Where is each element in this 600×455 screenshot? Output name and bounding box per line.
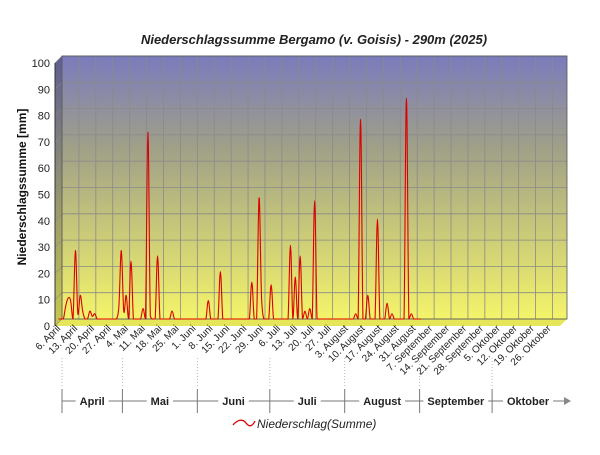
month-label-bg — [218, 393, 249, 407]
grid-line-side — [54, 55, 63, 64]
plot-floor — [55, 319, 567, 326]
legend-line-icon — [232, 419, 256, 427]
y-tick-label: 50 — [38, 190, 50, 202]
grid-line-side — [54, 108, 63, 116]
grid-line-side — [54, 266, 63, 274]
y-axis: 0 10 20 30 40 50 60 70 80 90 100 — [32, 58, 50, 333]
month-label-bg — [146, 393, 174, 407]
chart-title: Niederschlagssumme Bergamo (v. Goisis) -… — [141, 32, 487, 47]
month-label: August — [363, 396, 401, 408]
y-tick-label: 100 — [32, 58, 50, 70]
month-label: April — [80, 396, 105, 408]
y-tick-label: 40 — [38, 216, 50, 228]
y-tick-label: 10 — [38, 295, 50, 307]
y-tick-label: 30 — [38, 242, 50, 254]
month-axis-arrow-icon — [564, 397, 571, 405]
y-tick-label: 70 — [38, 137, 50, 149]
grid-line-side — [54, 213, 63, 222]
month-label: Mai — [151, 396, 169, 408]
month-label-bg — [293, 393, 321, 407]
month-label: Oktober — [507, 396, 550, 408]
month-label: Juni — [222, 396, 245, 408]
grid-line-side — [54, 187, 63, 195]
month-axis: April Mai Juni Juli August September Oktober — [61, 358, 571, 413]
series-line-niederschlag — [58, 97, 421, 320]
grid-line-side — [54, 239, 63, 248]
month-label-bg — [75, 393, 109, 407]
y-tick-label: 90 — [38, 84, 50, 96]
series-layer — [58, 97, 421, 320]
grid-line-side — [54, 318, 63, 327]
grid-line-side — [54, 160, 63, 169]
y-axis-label: Niederschlagssumme [mm] — [15, 109, 29, 266]
legend-label: Niederschlag(Summe) — [257, 417, 376, 431]
month-label: Juli — [298, 396, 317, 408]
y-tick-label: 0 — [44, 321, 50, 333]
grid-line-side — [54, 82, 63, 90]
y-tick-label: 20 — [38, 268, 50, 280]
month-label-bg — [359, 393, 406, 407]
y-tick-label: 80 — [38, 111, 50, 123]
legend: Niederschlag(Summe) — [232, 417, 376, 431]
y-tick-label: 60 — [38, 163, 50, 175]
month-label: September — [427, 396, 485, 408]
plot-border — [61, 55, 568, 320]
month-label-bg — [423, 393, 489, 407]
grid-line-side — [54, 134, 63, 143]
grid-line-side — [54, 292, 63, 300]
month-label-bg — [502, 393, 554, 407]
